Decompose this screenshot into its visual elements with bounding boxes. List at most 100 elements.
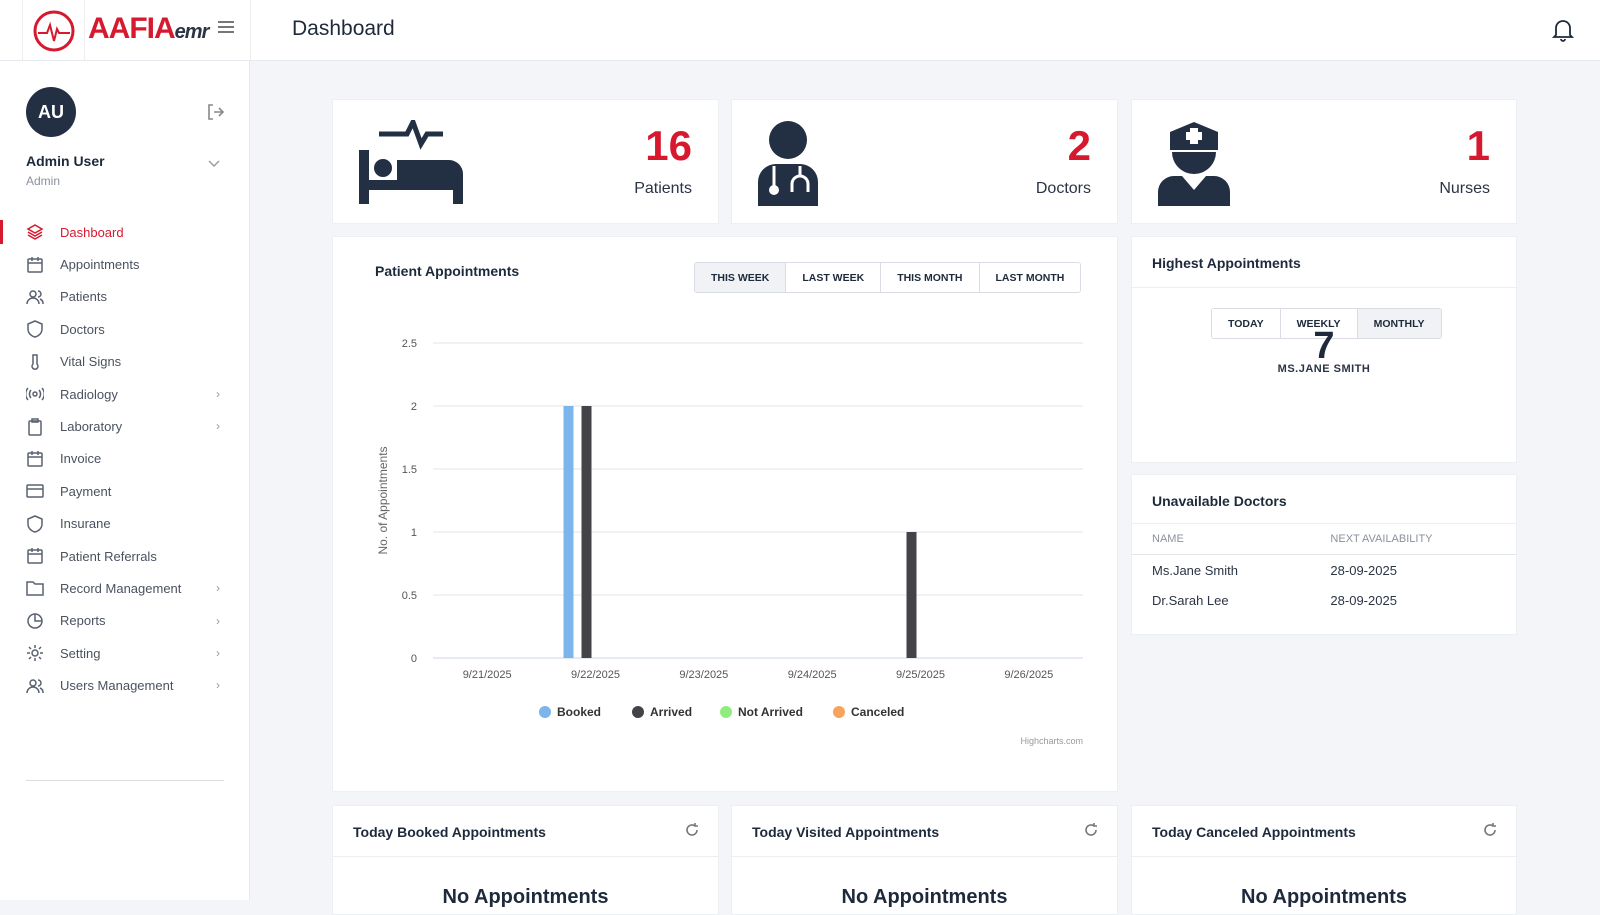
today-canceled-title: Today Canceled Appointments	[1152, 824, 1356, 840]
sidebar-item-label: Reports	[60, 613, 106, 629]
y-tick-label: 0	[411, 653, 417, 665]
sidebar-item-vital-signs[interactable]: Vital Signs	[0, 346, 250, 378]
highest-count: 7	[1313, 325, 1335, 367]
sidebar-item-label: Patient Referrals	[60, 548, 157, 564]
divider	[1132, 287, 1516, 288]
sidebar: AU Admin User Admin Dashboard Appointment…	[0, 61, 250, 900]
y-tick-label: 2	[411, 401, 417, 413]
highest-appointments-card: Highest Appointments TODAY WEEKLY MONTHL…	[1131, 236, 1517, 463]
user-role: Admin	[26, 174, 61, 188]
chart-title: Patient Appointments	[375, 263, 520, 279]
filter-today[interactable]: TODAY	[1212, 309, 1281, 338]
y-tick-label: 1	[411, 527, 417, 539]
users-icon	[26, 290, 44, 305]
sidebar-item-payment[interactable]: Payment	[0, 475, 250, 507]
today-visited-card: Today Visited Appointments No Appointmen…	[731, 805, 1118, 915]
table-row: Dr.Sarah Lee 28-09-2025	[1132, 585, 1516, 615]
sidebar-item-label: Invoice	[60, 451, 102, 467]
sidebar-item-insurane[interactable]: Insurane	[0, 508, 250, 540]
legend-item-canceled: Canceled	[851, 705, 904, 719]
y-axis-label: No. of Appointments	[376, 446, 390, 554]
sidebar-divider	[26, 780, 224, 781]
legend-item-arrived: Arrived	[650, 705, 692, 719]
highest-title: Highest Appointments	[1152, 255, 1301, 271]
shield-icon	[27, 320, 43, 339]
gear-icon	[27, 645, 43, 662]
y-tick-label: 1.5	[402, 464, 417, 476]
stat-label: Nurses	[1439, 180, 1490, 197]
sidebar-item-label: Users Management	[60, 678, 174, 694]
appointments-bar-chart: 0 0.5 1 1.5 2 2.5 No. of Appointments 9/21/2025…	[376, 338, 1083, 746]
x-tick-label: 9/23/2025	[679, 669, 728, 681]
user-name: Admin User	[26, 153, 105, 169]
menu-toggle-icon[interactable]	[218, 20, 234, 39]
sidebar-item-record-management[interactable]: Record Management ›	[0, 572, 250, 604]
chevron-right-icon: ›	[216, 613, 220, 628]
filter-this-week[interactable]: THIS WEEK	[695, 263, 787, 292]
sidebar-item-label: Record Management	[60, 580, 182, 596]
logout-icon[interactable]	[206, 103, 225, 126]
brand-logo: AAFIAemr	[88, 12, 209, 45]
sidebar-item-label: Dashboard	[60, 224, 124, 240]
today-visited-title: Today Visited Appointments	[752, 824, 940, 840]
sidebar-item-label: Vital Signs	[60, 354, 122, 370]
filter-last-month[interactable]: LAST MONTH	[979, 263, 1081, 292]
divider	[1132, 856, 1516, 857]
doctor-icon	[756, 120, 820, 211]
sidebar-item-setting[interactable]: Setting ›	[0, 637, 250, 669]
sidebar-item-appointments[interactable]: Appointments	[0, 248, 250, 280]
doctor-name: Ms.Jane Smith	[1152, 563, 1238, 578]
thermometer-icon	[31, 354, 39, 370]
clipboard-icon	[28, 417, 42, 436]
unavailable-doctors-table: NAME NEXT AVAILABILITY Ms.Jane Smith 28-0…	[1132, 523, 1516, 615]
calendar-icon	[27, 450, 43, 467]
broadcast-icon	[26, 387, 44, 401]
today-booked-title: Today Booked Appointments	[353, 824, 546, 840]
filter-last-week[interactable]: LAST WEEK	[786, 263, 882, 292]
table-row: Ms.Jane Smith 28-09-2025	[1132, 555, 1516, 586]
filter-monthly[interactable]: MONTHLY	[1357, 309, 1441, 338]
sidebar-item-dashboard[interactable]: Dashboard	[0, 216, 250, 248]
divider	[732, 856, 1117, 857]
sidebar-item-invoice[interactable]: Invoice	[0, 443, 250, 475]
today-booked-card: Today Booked Appointments No Appointment…	[332, 805, 719, 915]
sidebar-item-label: Insurane	[60, 516, 111, 532]
filter-weekly[interactable]: WEEKLY	[1280, 309, 1358, 338]
appointment-period-filter: THIS WEEK LAST WEEK THIS MONTH LAST MONT…	[694, 262, 1082, 293]
column-header-next-availability: NEXT AVAILABILITY	[1310, 523, 1516, 555]
highest-doctor-name: MS.JANE SMITH	[1277, 363, 1371, 375]
sidebar-item-label: Setting	[60, 645, 101, 661]
y-tick-label: 0.5	[402, 590, 417, 602]
sidebar-item-users-management[interactable]: Users Management ›	[0, 669, 250, 701]
avatar[interactable]: AU	[26, 87, 76, 137]
stat-value: 16	[645, 122, 692, 169]
empty-message: No Appointments	[841, 886, 1008, 908]
header-divider	[250, 0, 251, 61]
bell-icon[interactable]	[1551, 18, 1575, 47]
chevron-right-icon: ›	[216, 386, 220, 401]
stat-card-patients: 16 Patients	[332, 99, 719, 224]
sidebar-nav: Dashboard Appointments Patients Doctors Vita…	[0, 216, 250, 702]
sidebar-item-doctors[interactable]: Doctors	[0, 313, 250, 345]
layers-icon	[26, 224, 44, 241]
sidebar-item-patients[interactable]: Patients	[0, 281, 250, 313]
refresh-icon[interactable]	[1482, 822, 1498, 843]
empty-message: No Appointments	[1241, 886, 1407, 908]
pie-chart-icon	[27, 613, 43, 629]
sidebar-item-patient-referrals[interactable]: Patient Referrals	[0, 540, 250, 572]
x-tick-label: 9/24/2025	[788, 669, 837, 681]
column-header-name: NAME	[1132, 523, 1311, 555]
sidebar-item-laboratory[interactable]: Laboratory ›	[0, 410, 250, 442]
sidebar-item-label: Radiology	[60, 386, 118, 402]
sidebar-item-reports[interactable]: Reports ›	[0, 605, 250, 637]
unavailable-doctors-card: Unavailable Doctors NAME NEXT AVAILABILI…	[1131, 474, 1517, 635]
chevron-down-icon[interactable]	[208, 155, 220, 173]
refresh-icon[interactable]	[1083, 822, 1099, 843]
sidebar-item-radiology[interactable]: Radiology ›	[0, 378, 250, 410]
refresh-icon[interactable]	[684, 822, 700, 843]
sidebar-item-label: Doctors	[60, 321, 105, 337]
unavailable-title: Unavailable Doctors	[1152, 493, 1287, 509]
filter-this-month[interactable]: THIS MONTH	[881, 263, 980, 292]
shield-icon	[27, 514, 43, 533]
legend-item-booked: Booked	[557, 705, 601, 719]
